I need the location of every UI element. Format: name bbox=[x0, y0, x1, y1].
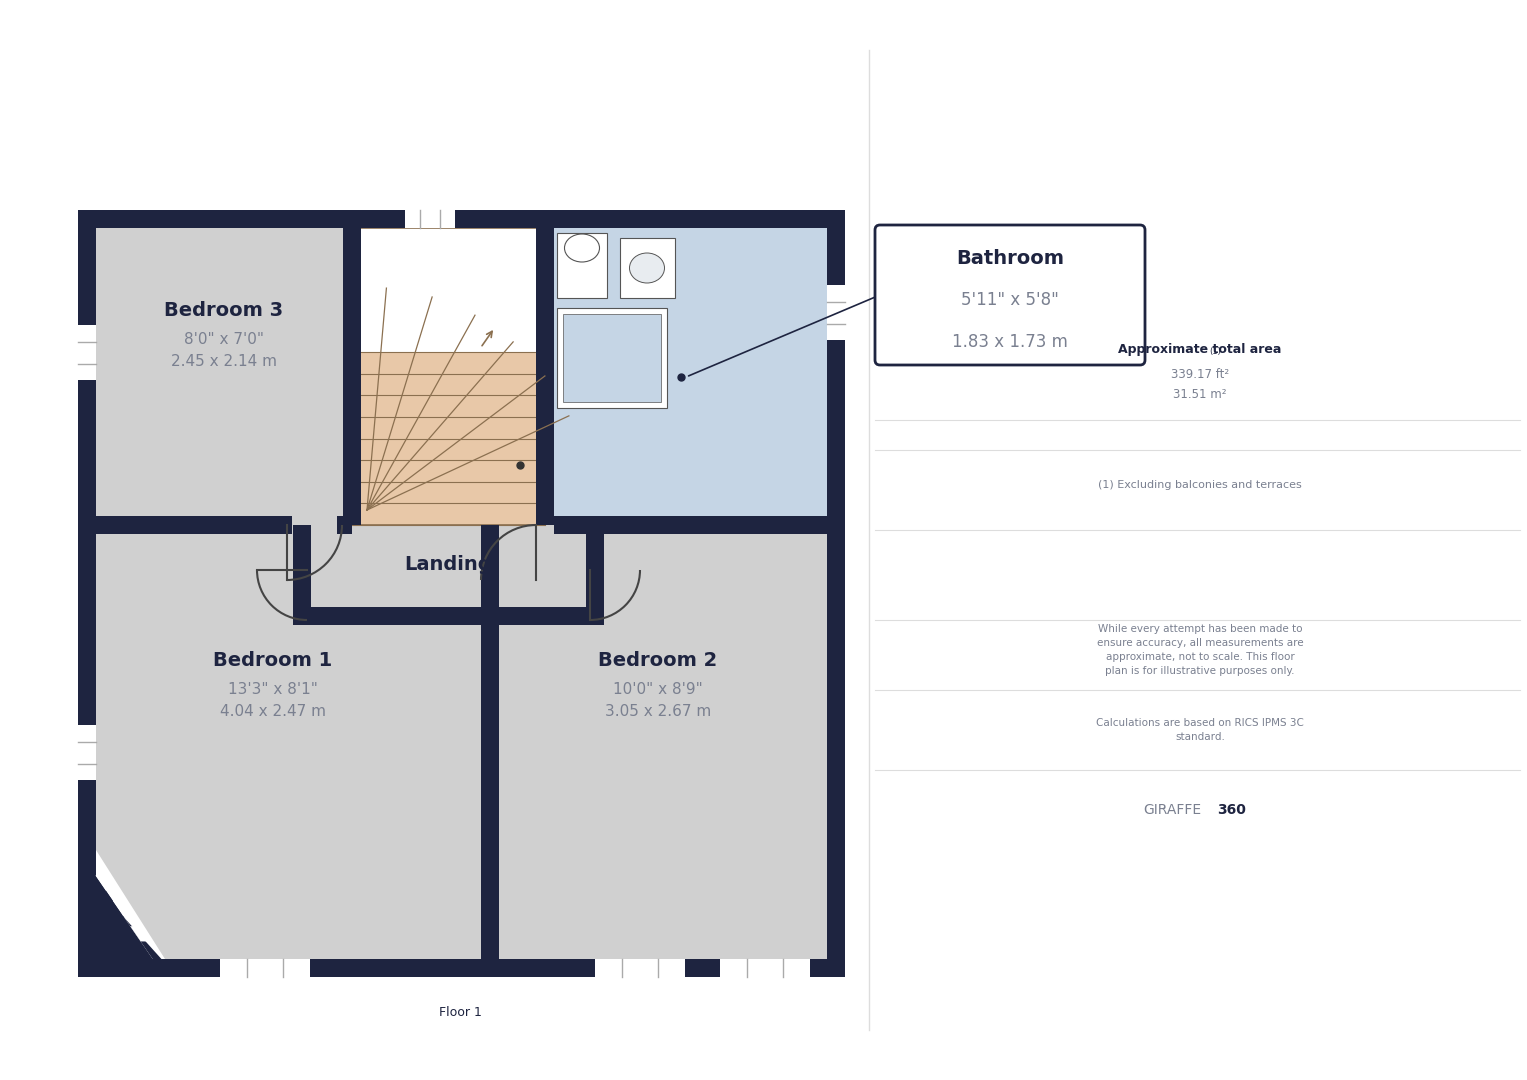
Text: 8'0" x 7'0": 8'0" x 7'0" bbox=[183, 333, 264, 348]
Text: Floor 1: Floor 1 bbox=[438, 1005, 481, 1018]
Bar bbox=[554, 516, 828, 534]
Text: Bedroom 3: Bedroom 3 bbox=[165, 300, 284, 320]
Bar bbox=[563, 314, 661, 402]
Polygon shape bbox=[95, 876, 113, 891]
Text: (1): (1) bbox=[1209, 347, 1222, 356]
Text: 360: 360 bbox=[1217, 804, 1246, 816]
Bar bbox=[78, 210, 844, 228]
Text: Bedroom 2: Bedroom 2 bbox=[599, 650, 718, 670]
Bar bbox=[490, 525, 828, 959]
Bar bbox=[78, 325, 96, 380]
Bar bbox=[353, 228, 545, 525]
Bar bbox=[620, 238, 675, 298]
Text: Landing: Landing bbox=[405, 555, 492, 575]
Bar bbox=[78, 725, 96, 780]
Text: While every attempt has been made to
ensure accuracy, all measurements are
appro: While every attempt has been made to ens… bbox=[1096, 624, 1304, 676]
Text: 2.45 x 2.14 m: 2.45 x 2.14 m bbox=[171, 354, 276, 369]
Bar bbox=[557, 308, 667, 408]
Polygon shape bbox=[96, 525, 490, 959]
Bar bbox=[828, 285, 844, 340]
Polygon shape bbox=[113, 901, 130, 916]
Bar bbox=[596, 959, 686, 977]
Bar bbox=[353, 228, 545, 525]
Bar bbox=[96, 228, 353, 525]
Text: Bathroom: Bathroom bbox=[956, 248, 1064, 268]
Bar bbox=[545, 228, 828, 525]
Text: (1) Excluding balconies and terraces: (1) Excluding balconies and terraces bbox=[1098, 480, 1303, 490]
Text: 339.17 ft²: 339.17 ft² bbox=[1171, 368, 1229, 381]
Ellipse shape bbox=[565, 234, 600, 262]
Text: 3.05 x 2.67 m: 3.05 x 2.67 m bbox=[605, 704, 712, 719]
Bar bbox=[293, 525, 312, 625]
Polygon shape bbox=[130, 927, 148, 942]
Bar bbox=[293, 607, 605, 625]
Bar bbox=[536, 228, 554, 525]
Bar bbox=[828, 210, 844, 977]
Bar bbox=[353, 228, 545, 352]
Text: 4.04 x 2.47 m: 4.04 x 2.47 m bbox=[220, 704, 325, 719]
Text: 1.83 x 1.73 m: 1.83 x 1.73 m bbox=[951, 333, 1067, 351]
Text: 31.51 m²: 31.51 m² bbox=[1173, 389, 1226, 402]
Bar bbox=[557, 233, 608, 298]
Bar bbox=[78, 210, 96, 977]
Polygon shape bbox=[78, 850, 177, 977]
Bar bbox=[78, 959, 844, 977]
Bar bbox=[586, 525, 605, 625]
Polygon shape bbox=[78, 850, 165, 977]
FancyBboxPatch shape bbox=[875, 225, 1145, 365]
Text: Calculations are based on RICS IPMS 3C
standard.: Calculations are based on RICS IPMS 3C s… bbox=[1096, 718, 1304, 742]
Bar bbox=[220, 959, 310, 977]
Bar bbox=[721, 959, 809, 977]
Bar bbox=[302, 525, 596, 625]
Bar bbox=[337, 516, 353, 534]
Bar bbox=[405, 210, 455, 228]
Bar bbox=[96, 516, 292, 534]
Text: 10'0" x 8'9": 10'0" x 8'9" bbox=[614, 683, 702, 698]
Bar bbox=[481, 525, 499, 959]
Text: Bedroom 1: Bedroom 1 bbox=[214, 650, 333, 670]
Ellipse shape bbox=[629, 253, 664, 283]
Text: 13'3" x 8'1": 13'3" x 8'1" bbox=[228, 683, 318, 698]
Text: Approximate total area: Approximate total area bbox=[1118, 343, 1281, 356]
Bar bbox=[344, 228, 360, 525]
Text: 5'11" x 5'8": 5'11" x 5'8" bbox=[960, 291, 1058, 309]
Text: GIRAFFE: GIRAFFE bbox=[1142, 804, 1202, 816]
